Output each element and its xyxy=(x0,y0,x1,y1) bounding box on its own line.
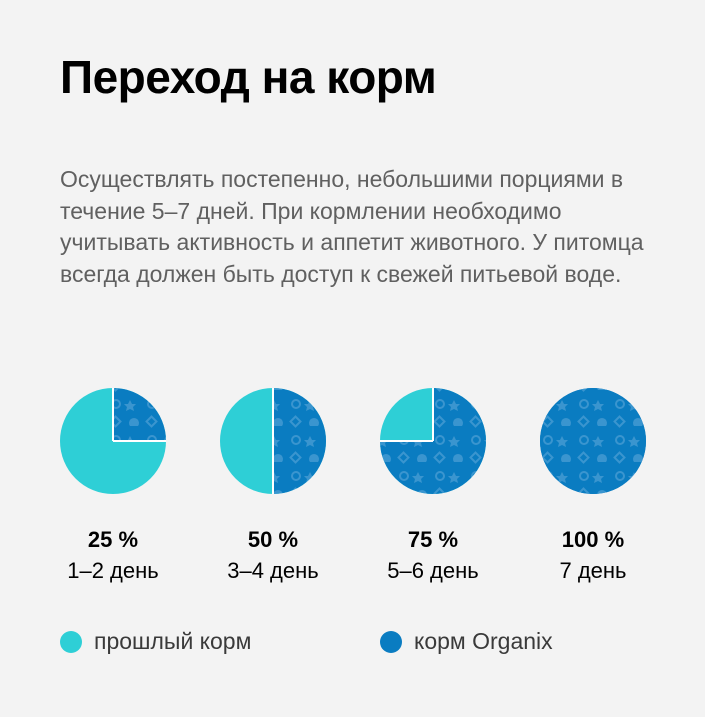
pie-days-label: 7 день xyxy=(559,558,627,583)
pie-percent-label: 25 % xyxy=(87,527,139,552)
pie-percent-label: 50 % xyxy=(247,527,299,552)
pie-slice-organix xyxy=(273,388,326,494)
page-title: Переход на корм xyxy=(60,51,437,103)
description-text: Осуществлять постепенно, небольшими порц… xyxy=(60,166,644,287)
legend-label: прошлый корм xyxy=(94,628,252,654)
pie-caption: 75 % 5–6 день xyxy=(353,527,513,585)
pie-caption: 25 % 1–2 день xyxy=(33,527,193,585)
pie-days-label: 1–2 день xyxy=(67,558,159,583)
legend-item-old-food: прошлый корм xyxy=(60,628,251,655)
pie-percent-label: 100 % xyxy=(561,527,625,552)
legend-swatch xyxy=(60,630,82,653)
pie-days-label: 3–4 день xyxy=(227,558,319,583)
legend-item-organix: корм Organix xyxy=(380,628,553,655)
legend-label: корм Organix xyxy=(414,628,553,654)
pie-percent-label: 75 % xyxy=(407,527,459,552)
pie-caption: 100 % 7 день xyxy=(513,527,673,585)
pie-slice-organix xyxy=(540,388,646,494)
pie-days-label: 5–6 день xyxy=(387,558,479,583)
pie-caption: 50 % 3–4 день xyxy=(193,527,353,585)
pie-slice-organix xyxy=(113,388,166,441)
legend-swatch xyxy=(380,630,402,653)
